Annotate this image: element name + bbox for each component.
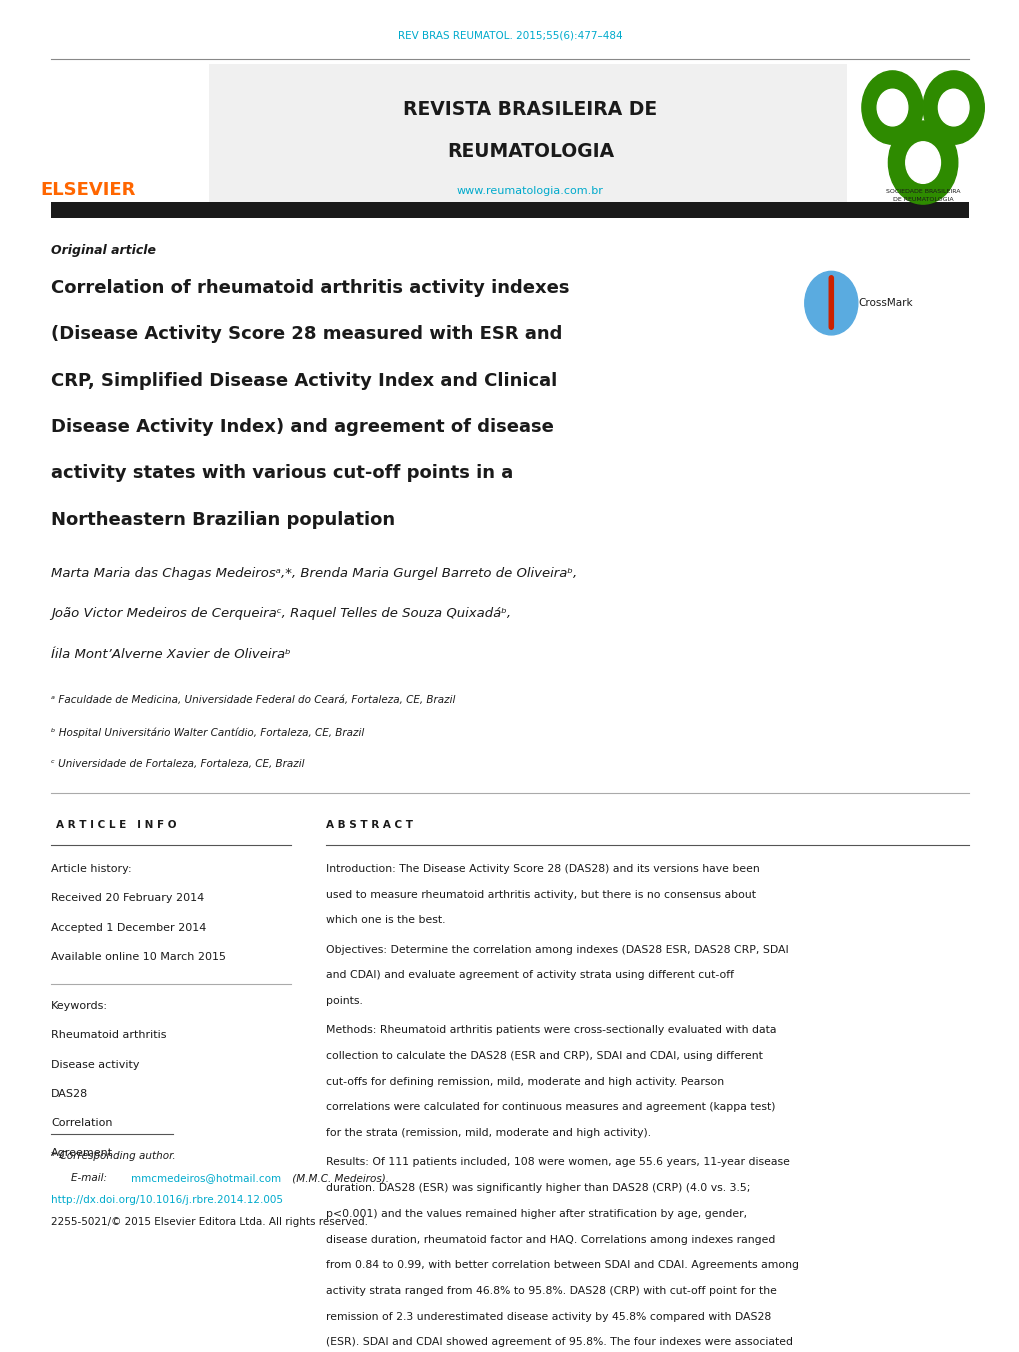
Circle shape xyxy=(876,89,907,126)
Text: Íila Mont’Alverne Xavier de Oliveiraᵇ: Íila Mont’Alverne Xavier de Oliveiraᵇ xyxy=(51,648,290,661)
Text: Results: Of 111 patients included, 108 were women, age 55.6 years, 11-year disea: Results: Of 111 patients included, 108 w… xyxy=(326,1157,790,1168)
Text: Objectives: Determine the correlation among indexes (DAS28 ESR, DAS28 CRP, SDAI: Objectives: Determine the correlation am… xyxy=(326,945,789,955)
Circle shape xyxy=(937,89,968,126)
Text: and CDAI) and evaluate agreement of activity strata using different cut-off: and CDAI) and evaluate agreement of acti… xyxy=(326,971,734,980)
FancyBboxPatch shape xyxy=(209,64,846,206)
Text: (Disease Activity Score 28 measured with ESR and: (Disease Activity Score 28 measured with… xyxy=(51,324,561,343)
FancyBboxPatch shape xyxy=(51,201,968,218)
Text: 2255-5021/© 2015 Elsevier Editora Ltda. All rights reserved.: 2255-5021/© 2015 Elsevier Editora Ltda. … xyxy=(51,1217,368,1228)
Text: Disease Activity Index) and agreement of disease: Disease Activity Index) and agreement of… xyxy=(51,418,553,435)
Text: (M.M.C. Medeiros).: (M.M.C. Medeiros). xyxy=(288,1174,388,1183)
Text: Northeastern Brazilian population: Northeastern Brazilian population xyxy=(51,511,394,529)
Text: www.reumatologia.com.br: www.reumatologia.com.br xyxy=(457,185,603,196)
Circle shape xyxy=(861,70,922,145)
Text: activity states with various cut-off points in a: activity states with various cut-off poi… xyxy=(51,465,513,483)
Text: A B S T R A C T: A B S T R A C T xyxy=(326,821,413,830)
Circle shape xyxy=(888,122,957,204)
Text: ELSEVIER: ELSEVIER xyxy=(41,181,137,199)
Text: http://dx.doi.org/10.1016/j.rbre.2014.12.005: http://dx.doi.org/10.1016/j.rbre.2014.12… xyxy=(51,1195,282,1206)
Text: CRP, Simplified Disease Activity Index and Clinical: CRP, Simplified Disease Activity Index a… xyxy=(51,372,556,389)
Text: Marta Maria das Chagas Medeirosᵃ,*, Brenda Maria Gurgel Barreto de Oliveiraᵇ,: Marta Maria das Chagas Medeirosᵃ,*, Bren… xyxy=(51,566,577,580)
Text: Correlation of rheumatoid arthritis activity indexes: Correlation of rheumatoid arthritis acti… xyxy=(51,279,569,296)
Text: Available online 10 March 2015: Available online 10 March 2015 xyxy=(51,952,226,963)
Circle shape xyxy=(804,272,857,335)
Text: for the strata (remission, mild, moderate and high activity).: for the strata (remission, mild, moderat… xyxy=(326,1128,651,1138)
Text: p<0.001) and the values remained higher after stratification by age, gender,: p<0.001) and the values remained higher … xyxy=(326,1209,747,1220)
Circle shape xyxy=(922,70,983,145)
Text: Keywords:: Keywords: xyxy=(51,1000,108,1011)
Text: from 0.84 to 0.99, with better correlation between SDAI and CDAI. Agreements amo: from 0.84 to 0.99, with better correlati… xyxy=(326,1260,799,1270)
Text: DE REUMATOLOGIA: DE REUMATOLOGIA xyxy=(892,197,953,201)
Text: ᶜ Universidade de Fortaleza, Fortaleza, CE, Brazil: ᶜ Universidade de Fortaleza, Fortaleza, … xyxy=(51,758,305,769)
Circle shape xyxy=(905,142,940,184)
Text: Methods: Rheumatoid arthritis patients were cross-sectionally evaluated with dat: Methods: Rheumatoid arthritis patients w… xyxy=(326,1026,776,1036)
Text: duration. DAS28 (ESR) was significantly higher than DAS28 (CRP) (4.0 vs. 3.5;: duration. DAS28 (ESR) was significantly … xyxy=(326,1183,750,1194)
Text: Received 20 February 2014: Received 20 February 2014 xyxy=(51,894,204,903)
Text: REVISTA BRASILEIRA DE: REVISTA BRASILEIRA DE xyxy=(403,100,657,119)
Text: ᵇ Hospital Universitário Walter Cantídio, Fortaleza, CE, Brazil: ᵇ Hospital Universitário Walter Cantídio… xyxy=(51,727,364,738)
Text: Article history:: Article history: xyxy=(51,864,131,875)
Text: correlations were calculated for continuous measures and agreement (kappa test): correlations were calculated for continu… xyxy=(326,1102,775,1113)
Text: Correlation: Correlation xyxy=(51,1118,112,1129)
Text: REV BRAS REUMATOL. 2015;55(6):477–484: REV BRAS REUMATOL. 2015;55(6):477–484 xyxy=(397,31,622,41)
Text: Agreement: Agreement xyxy=(51,1148,113,1157)
Text: ᵃ Faculdade de Medicina, Universidade Federal do Ceará, Fortaleza, CE, Brazil: ᵃ Faculdade de Medicina, Universidade Fe… xyxy=(51,695,454,706)
Text: remission of 2.3 underestimated disease activity by 45.8% compared with DAS28: remission of 2.3 underestimated disease … xyxy=(326,1311,771,1321)
Text: Introduction: The Disease Activity Score 28 (DAS28) and its versions have been: Introduction: The Disease Activity Score… xyxy=(326,864,759,875)
Text: Disease activity: Disease activity xyxy=(51,1060,140,1069)
Text: collection to calculate the DAS28 (ESR and CRP), SDAI and CDAI, using different: collection to calculate the DAS28 (ESR a… xyxy=(326,1051,762,1061)
Text: REUMATOLOGIA: REUMATOLOGIA xyxy=(446,142,613,161)
Text: disease duration, rheumatoid factor and HAQ. Correlations among indexes ranged: disease duration, rheumatoid factor and … xyxy=(326,1234,775,1244)
Text: E-mail:: E-mail: xyxy=(71,1174,110,1183)
Text: SOCIEDADE BRASILEIRA: SOCIEDADE BRASILEIRA xyxy=(884,189,960,195)
Text: (ESR). SDAI and CDAI showed agreement of 95.8%. The four indexes were associated: (ESR). SDAI and CDAI showed agreement of… xyxy=(326,1337,793,1347)
Text: * Corresponding author.: * Corresponding author. xyxy=(51,1152,175,1161)
Text: mmcmedeiros@hotmail.com: mmcmedeiros@hotmail.com xyxy=(130,1174,280,1183)
Text: activity strata ranged from 46.8% to 95.8%. DAS28 (CRP) with cut-off point for t: activity strata ranged from 46.8% to 95.… xyxy=(326,1286,776,1295)
Text: A R T I C L E   I N F O: A R T I C L E I N F O xyxy=(56,821,176,830)
Text: CrossMark: CrossMark xyxy=(858,299,913,308)
Text: used to measure rheumatoid arthritis activity, but there is no consensus about: used to measure rheumatoid arthritis act… xyxy=(326,890,756,900)
Text: points.: points. xyxy=(326,996,363,1006)
Text: João Victor Medeiros de Cerqueiraᶜ, Raquel Telles de Souza Quixadáᵇ,: João Victor Medeiros de Cerqueiraᶜ, Raqu… xyxy=(51,607,511,621)
Text: Accepted 1 December 2014: Accepted 1 December 2014 xyxy=(51,923,206,933)
Text: Rheumatoid arthritis: Rheumatoid arthritis xyxy=(51,1030,166,1041)
Text: which one is the best.: which one is the best. xyxy=(326,915,445,926)
Text: DAS28: DAS28 xyxy=(51,1090,89,1099)
Text: Original article: Original article xyxy=(51,245,156,257)
Text: cut-offs for defining remission, mild, moderate and high activity. Pearson: cut-offs for defining remission, mild, m… xyxy=(326,1076,723,1087)
